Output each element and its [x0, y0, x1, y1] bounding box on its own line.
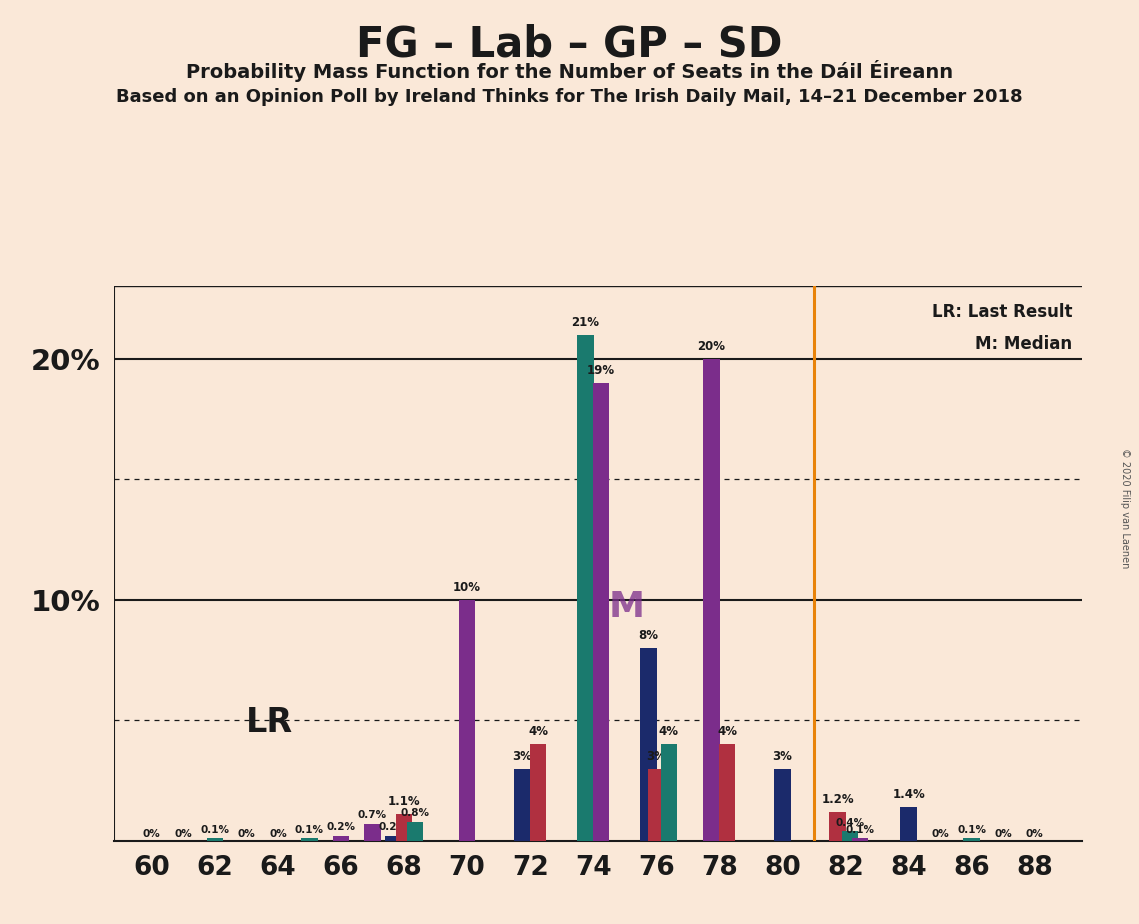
Text: Probability Mass Function for the Number of Seats in the Dáil Éireann: Probability Mass Function for the Number…: [186, 60, 953, 82]
Text: 0%: 0%: [994, 829, 1013, 839]
Text: 0%: 0%: [142, 829, 161, 839]
Text: 3%: 3%: [513, 749, 532, 762]
Bar: [842, 832, 859, 841]
Bar: [775, 769, 790, 841]
Text: 4%: 4%: [659, 725, 679, 738]
Bar: [640, 648, 656, 841]
Text: 0.1%: 0.1%: [200, 825, 229, 834]
Text: 10%: 10%: [453, 581, 481, 594]
Bar: [333, 836, 350, 841]
Text: 0%: 0%: [269, 829, 287, 839]
Text: 3%: 3%: [646, 749, 666, 762]
Text: M: Median: M: Median: [975, 334, 1073, 353]
Text: Based on an Opinion Poll by Ireland Thinks for The Irish Daily Mail, 14–21 Decem: Based on an Opinion Poll by Ireland Thin…: [116, 88, 1023, 105]
Bar: [901, 807, 917, 841]
Bar: [206, 838, 223, 841]
Text: 1.2%: 1.2%: [821, 793, 854, 806]
Bar: [530, 745, 547, 841]
Text: 0.2%: 0.2%: [327, 822, 355, 833]
Text: FG – Lab – GP – SD: FG – Lab – GP – SD: [357, 23, 782, 65]
Bar: [301, 838, 318, 841]
Bar: [459, 600, 475, 841]
Bar: [703, 359, 720, 841]
Bar: [648, 769, 664, 841]
Text: 20%: 20%: [697, 340, 726, 353]
Text: 4%: 4%: [718, 725, 737, 738]
Bar: [719, 745, 736, 841]
Text: 4%: 4%: [528, 725, 548, 738]
Text: 3%: 3%: [772, 749, 793, 762]
Bar: [577, 334, 593, 841]
Text: 1.4%: 1.4%: [892, 788, 925, 801]
Bar: [593, 383, 609, 841]
Text: 0.1%: 0.1%: [295, 825, 323, 834]
Bar: [364, 824, 380, 841]
Text: 0.1%: 0.1%: [845, 825, 875, 834]
Bar: [396, 814, 412, 841]
Text: 0%: 0%: [1026, 829, 1043, 839]
Text: M: M: [609, 590, 645, 624]
Bar: [964, 838, 980, 841]
Text: LR: Last Result: LR: Last Result: [932, 303, 1073, 322]
Bar: [407, 821, 424, 841]
Bar: [514, 769, 531, 841]
Text: 0%: 0%: [237, 829, 255, 839]
Bar: [385, 836, 401, 841]
Text: 0%: 0%: [932, 829, 949, 839]
Text: 0.7%: 0.7%: [358, 810, 387, 821]
Text: LR: LR: [246, 706, 294, 739]
Text: 8%: 8%: [639, 629, 658, 642]
Bar: [829, 812, 846, 841]
Text: 0.4%: 0.4%: [836, 818, 865, 828]
Text: 0.1%: 0.1%: [957, 825, 986, 834]
Text: 19%: 19%: [587, 364, 615, 377]
Text: 21%: 21%: [572, 316, 599, 329]
Bar: [661, 745, 677, 841]
Text: 0.8%: 0.8%: [401, 808, 429, 818]
Text: © 2020 Filip van Laenen: © 2020 Filip van Laenen: [1121, 448, 1130, 568]
Bar: [852, 838, 868, 841]
Text: 0%: 0%: [174, 829, 192, 839]
Text: 0.2%: 0.2%: [378, 822, 408, 833]
Text: 1.1%: 1.1%: [387, 796, 420, 808]
